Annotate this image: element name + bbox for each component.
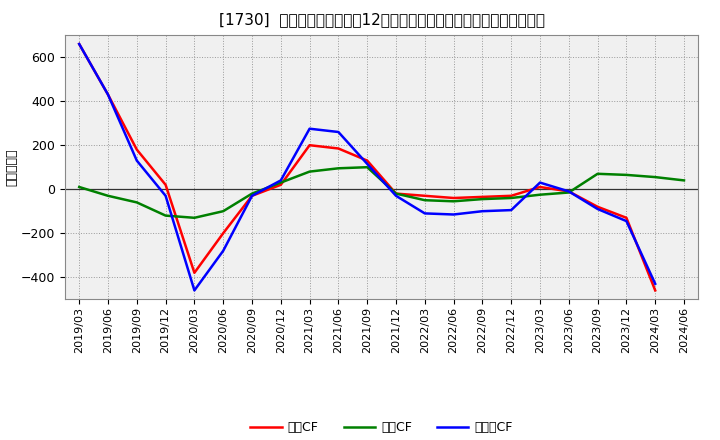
営業CF: [449, 195, 458, 201]
投資CF: [593, 171, 602, 176]
投資CF: [276, 180, 285, 185]
営業CF: [276, 182, 285, 187]
フリーCF: [392, 193, 400, 198]
投資CF: [622, 172, 631, 177]
投資CF: [75, 184, 84, 190]
営業CF: [334, 146, 343, 151]
フリーCF: [593, 206, 602, 212]
営業CF: [190, 270, 199, 275]
投資CF: [161, 213, 170, 218]
営業CF: [507, 193, 516, 198]
営業CF: [536, 184, 544, 190]
フリーCF: [363, 161, 372, 166]
フリーCF: [161, 193, 170, 198]
投資CF: [536, 192, 544, 197]
営業CF: [161, 182, 170, 187]
フリーCF: [449, 212, 458, 217]
投資CF: [334, 165, 343, 171]
投資CF: [248, 191, 256, 196]
営業CF: [75, 41, 84, 47]
営業CF: [478, 194, 487, 200]
投資CF: [507, 195, 516, 201]
フリーCF: [536, 180, 544, 185]
フリーCF: [75, 41, 84, 47]
投資CF: [363, 165, 372, 170]
投資CF: [104, 193, 112, 198]
フリーCF: [132, 158, 141, 163]
営業CF: [132, 147, 141, 152]
営業CF: [651, 288, 660, 293]
Title: [1730]  キャッシュフローの12か月移動合計の対前年同期増減額の推移: [1730] キャッシュフローの12か月移動合計の対前年同期増減額の推移: [219, 12, 544, 27]
フリーCF: [190, 288, 199, 293]
投資CF: [651, 174, 660, 180]
Line: フリーCF: フリーCF: [79, 44, 655, 290]
営業CF: [392, 191, 400, 196]
Legend: 営業CF, 投資CF, フリーCF: 営業CF, 投資CF, フリーCF: [246, 416, 518, 439]
営業CF: [593, 204, 602, 209]
営業CF: [420, 193, 429, 198]
Line: 営業CF: 営業CF: [79, 44, 655, 290]
フリーCF: [219, 248, 228, 253]
営業CF: [104, 92, 112, 97]
営業CF: [622, 215, 631, 220]
フリーCF: [420, 211, 429, 216]
投資CF: [392, 191, 400, 196]
投資CF: [478, 196, 487, 202]
投資CF: [219, 209, 228, 214]
投資CF: [190, 215, 199, 220]
フリーCF: [507, 207, 516, 213]
投資CF: [305, 169, 314, 174]
フリーCF: [334, 129, 343, 135]
フリーCF: [478, 209, 487, 214]
投資CF: [680, 178, 688, 183]
フリーCF: [564, 189, 573, 194]
フリーCF: [276, 178, 285, 183]
営業CF: [305, 143, 314, 148]
投資CF: [132, 200, 141, 205]
Y-axis label: （百万円）: （百万円）: [5, 148, 18, 186]
フリーCF: [622, 218, 631, 224]
フリーCF: [651, 281, 660, 286]
営業CF: [248, 193, 256, 198]
投資CF: [449, 198, 458, 204]
営業CF: [564, 189, 573, 194]
投資CF: [420, 198, 429, 203]
営業CF: [219, 231, 228, 236]
フリーCF: [305, 126, 314, 131]
フリーCF: [248, 193, 256, 198]
Line: 投資CF: 投資CF: [79, 167, 684, 218]
フリーCF: [104, 92, 112, 97]
営業CF: [363, 158, 372, 163]
投資CF: [564, 190, 573, 195]
